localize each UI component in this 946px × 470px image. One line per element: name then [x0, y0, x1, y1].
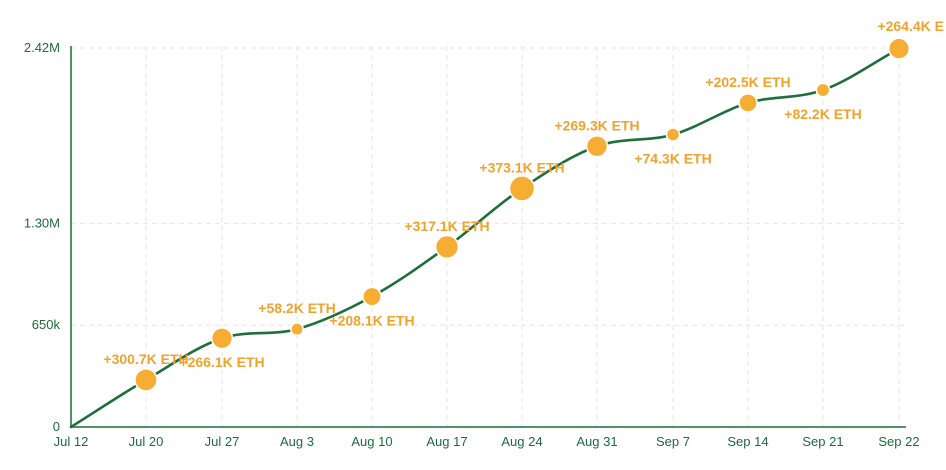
x-tick-label: Jul 27	[205, 434, 240, 449]
bubbles	[134, 37, 911, 392]
data-bubble	[290, 322, 304, 337]
x-tick-label: Aug 24	[501, 434, 542, 449]
data-bubble	[134, 368, 158, 392]
data-bubble	[508, 175, 536, 202]
data-bubble	[434, 234, 460, 259]
x-tick-labels: Jul 12 Jul 20 Jul 27 Aug 3 Aug 10 Aug 17 Aug 2…	[54, 434, 920, 449]
x-tick-label: Aug 31	[576, 434, 617, 449]
data-bubble	[887, 37, 911, 60]
x-tick-label: Aug 17	[426, 434, 467, 449]
data-bubble	[665, 127, 681, 142]
data-bubble	[362, 286, 382, 307]
data-label: +264.4K E	[877, 18, 944, 34]
data-label: +269.3K ETH	[554, 117, 639, 133]
data-label: +300.7K ETH	[103, 351, 188, 367]
data-label: +208.1K ETH	[329, 313, 414, 329]
data-label: +58.2K ETH	[258, 300, 335, 316]
y-tick-labels: 0 650k 1.30M 2.42M	[24, 40, 61, 434]
x-tick-label: Aug 3	[280, 434, 314, 449]
data-bubble	[738, 93, 758, 113]
data-bubble	[815, 82, 831, 98]
data-labels: +300.7K ETH+266.1K ETH +58.2K ETH+208.1K …	[103, 18, 944, 370]
x-tick-label: Sep 22	[878, 434, 919, 449]
x-tick-label: Sep 21	[802, 434, 843, 449]
grid	[71, 46, 906, 427]
y-tick-label: 1.30M	[24, 215, 60, 230]
data-label: +202.5K ETH	[705, 74, 790, 90]
y-tick-label: 2.42M	[24, 40, 60, 55]
data-bubble	[210, 327, 234, 350]
data-label: +266.1K ETH	[179, 354, 264, 370]
x-tick-label: Jul 20	[129, 434, 164, 449]
series-line	[69, 47, 901, 429]
data-label: +373.1K ETH	[479, 159, 564, 175]
data-label: +317.1K ETH	[404, 218, 489, 234]
x-tick-label: Jul 12	[54, 434, 89, 449]
x-tick-label: Sep 14	[727, 434, 768, 449]
data-label: +82.2K ETH	[784, 106, 861, 122]
x-tick-label: Sep 7	[656, 434, 690, 449]
y-tick-label: 650k	[32, 317, 61, 332]
x-tick-label: Aug 10	[351, 434, 392, 449]
axes	[70, 46, 906, 428]
data-bubble	[585, 135, 609, 158]
data-label: +74.3K ETH	[634, 151, 711, 167]
y-tick-label: 0	[53, 419, 60, 434]
